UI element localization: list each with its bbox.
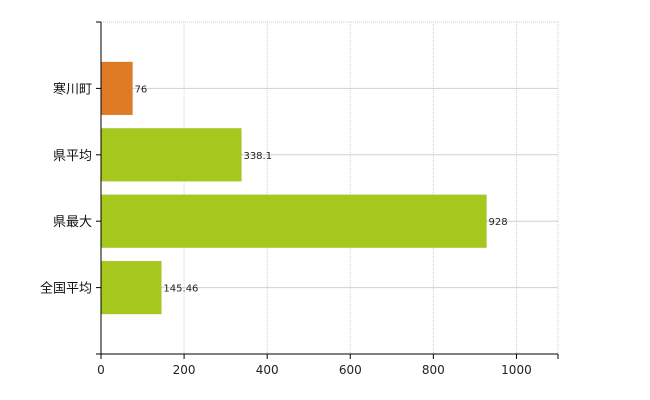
x-tick-label: 200 [173,363,196,377]
data-label: 145.46 [163,284,198,295]
category-label: 県最大 [53,215,92,230]
category-label: 全国平均 [40,281,92,297]
category-label: 寒川町 [53,81,92,97]
data-label: 928 [489,217,508,228]
labels: 76 寒川町 338.1 県平均 928 県最大 145.46 全国平均 0 200 400 600 8… [40,21,559,377]
category-label: 県平均 [53,149,92,164]
x-tick-label: 1000 [501,363,532,377]
bar-3 [100,260,162,315]
x-tick-label: 400 [256,363,279,377]
data-label: 76 [135,84,148,95]
x-tick-label: 600 [339,363,362,377]
grid-lines [101,21,559,354]
data-label: 338.1 [243,151,272,162]
x-tick-label: 0 [97,363,105,377]
x-tick-label: 800 [422,363,445,377]
bars [100,61,487,315]
bar-2 [100,194,487,248]
axes [100,22,558,355]
bar-1 [100,128,242,182]
bar-0 [100,61,133,116]
